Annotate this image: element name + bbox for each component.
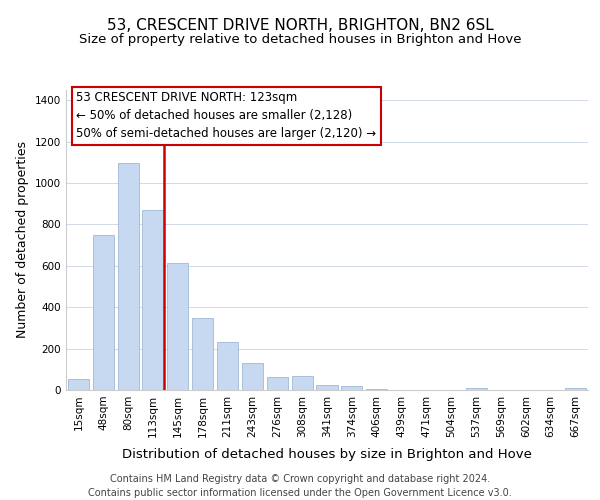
Bar bbox=[217, 342, 238, 390]
Y-axis label: Number of detached properties: Number of detached properties bbox=[16, 142, 29, 338]
X-axis label: Distribution of detached houses by size in Brighton and Hove: Distribution of detached houses by size … bbox=[122, 448, 532, 461]
Bar bbox=[316, 385, 338, 390]
Bar bbox=[142, 210, 164, 390]
Bar bbox=[118, 164, 139, 390]
Text: Contains HM Land Registry data © Crown copyright and database right 2024.
Contai: Contains HM Land Registry data © Crown c… bbox=[88, 474, 512, 498]
Bar bbox=[68, 378, 89, 390]
Bar bbox=[93, 235, 114, 390]
Bar bbox=[292, 376, 313, 390]
Bar bbox=[167, 263, 188, 390]
Bar bbox=[192, 318, 213, 390]
Text: 53 CRESCENT DRIVE NORTH: 123sqm
← 50% of detached houses are smaller (2,128)
50%: 53 CRESCENT DRIVE NORTH: 123sqm ← 50% of… bbox=[76, 92, 377, 140]
Text: Size of property relative to detached houses in Brighton and Hove: Size of property relative to detached ho… bbox=[79, 32, 521, 46]
Bar bbox=[242, 363, 263, 390]
Bar bbox=[565, 388, 586, 390]
Text: 53, CRESCENT DRIVE NORTH, BRIGHTON, BN2 6SL: 53, CRESCENT DRIVE NORTH, BRIGHTON, BN2 … bbox=[107, 18, 493, 32]
Bar bbox=[366, 389, 387, 390]
Bar bbox=[341, 386, 362, 390]
Bar bbox=[267, 376, 288, 390]
Bar bbox=[466, 388, 487, 390]
